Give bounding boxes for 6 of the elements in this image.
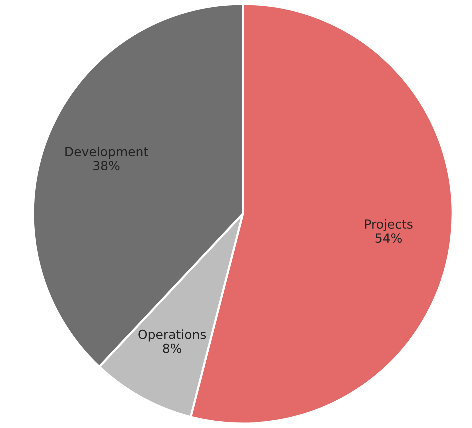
data-label: 54%: [376, 234, 402, 244]
slice-label: Projects: [365, 219, 413, 232]
data-label: 38%: [94, 161, 120, 171]
slice-label: Operations: [138, 330, 206, 342]
slice-label: Development: [66, 146, 148, 159]
data-label: 8%: [163, 344, 182, 354]
